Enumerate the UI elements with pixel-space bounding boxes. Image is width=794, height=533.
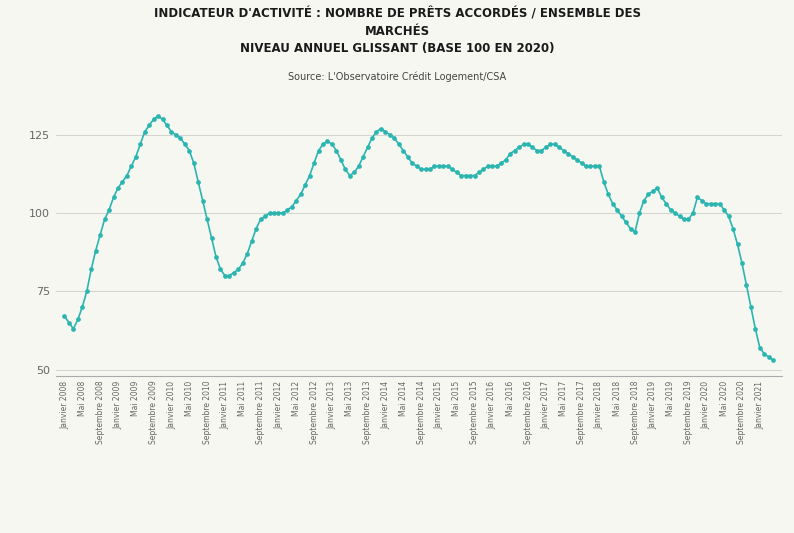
Text: Source: L'Observatoire Crédit Logement/CSA: Source: L'Observatoire Crédit Logement/C… bbox=[288, 72, 506, 83]
Text: INDICATEUR D'ACTIVITÉ : NOMBRE DE PRÊTS ACCORDÉS / ENSEMBLE DES
MARCHÉS
NIVEAU A: INDICATEUR D'ACTIVITÉ : NOMBRE DE PRÊTS … bbox=[153, 8, 641, 55]
